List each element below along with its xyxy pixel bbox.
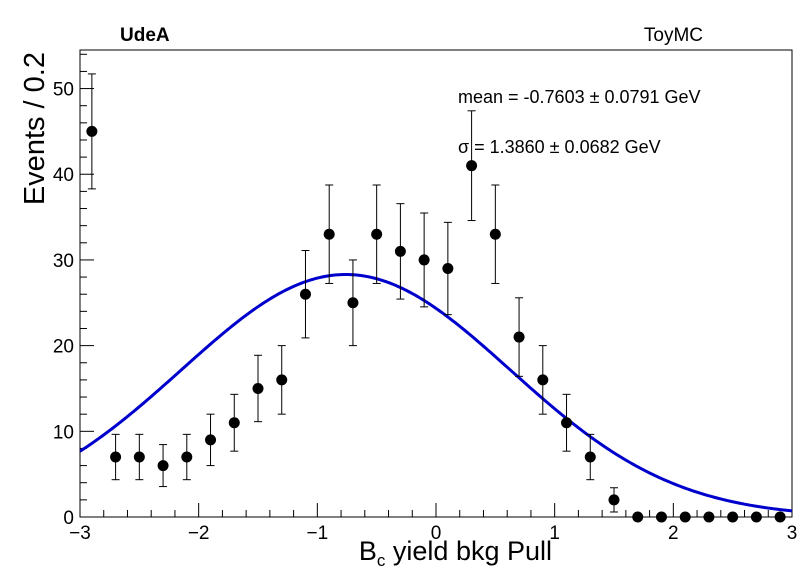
data-point [86, 125, 98, 137]
data-point [489, 228, 501, 240]
x-axis-label: Bc yield bkg Pull [359, 536, 552, 570]
sigma-stat-label: σ = 1.3860 ± 0.0682 GeV [458, 137, 661, 157]
data-point [584, 451, 596, 463]
data-point [513, 331, 525, 343]
x-axis-label-rest: yield bkg Pull [385, 536, 552, 566]
y-tick-label: 0 [63, 508, 74, 529]
data-point [252, 382, 264, 394]
y-tick-labels: 0 10 20 30 40 50 [53, 80, 74, 529]
header-left-label: UdeA [120, 25, 170, 46]
data-point [371, 228, 383, 240]
x-tick-label: 3 [787, 523, 798, 544]
y-tick-label: 30 [53, 251, 74, 272]
data-point [228, 417, 240, 429]
axis-ticks [79, 53, 793, 518]
data-point [418, 254, 430, 266]
y-tick-label: 20 [53, 337, 74, 358]
y-axis-label: Events / 0.2 [19, 52, 51, 205]
y-tick-label: 50 [53, 80, 74, 101]
x-tick-labels: −3 −2 −1 0 1 2 3 [69, 523, 797, 544]
data-point [181, 451, 193, 463]
x-tick-label: 2 [668, 523, 679, 544]
data-point [561, 417, 573, 429]
data-point [299, 288, 311, 300]
data-point [608, 494, 620, 506]
data-point [347, 297, 359, 309]
data-point [110, 451, 122, 463]
x-tick-label: −2 [188, 523, 210, 544]
data-point [679, 511, 691, 523]
x-tick-label: 1 [549, 523, 560, 544]
data-point [157, 460, 169, 472]
data-point [655, 511, 667, 523]
x-tick-label: −3 [69, 523, 91, 544]
data-point [205, 434, 217, 446]
data-point [774, 511, 786, 523]
y-tick-label: 10 [53, 422, 74, 443]
data-point [632, 511, 644, 523]
x-axis-label-subscript: c [377, 551, 386, 570]
data-points [86, 73, 786, 523]
data-point [727, 511, 739, 523]
data-point [703, 511, 715, 523]
x-tick-label: 0 [431, 523, 442, 544]
data-point [442, 263, 454, 275]
x-axis-label-main: B [359, 536, 377, 566]
data-point [133, 451, 145, 463]
gaussian-fit-curve [79, 272, 793, 513]
data-point [537, 374, 549, 386]
data-point [466, 160, 478, 172]
data-point [394, 245, 406, 257]
header-right-label: ToyMC [644, 25, 703, 46]
data-point [323, 228, 335, 240]
mean-stat-label: mean = -0.7603 ± 0.0791 GeV [458, 87, 701, 107]
data-point [750, 511, 762, 523]
data-point [276, 374, 288, 386]
x-tick-label: −1 [306, 523, 328, 544]
y-tick-label: 40 [53, 165, 74, 186]
